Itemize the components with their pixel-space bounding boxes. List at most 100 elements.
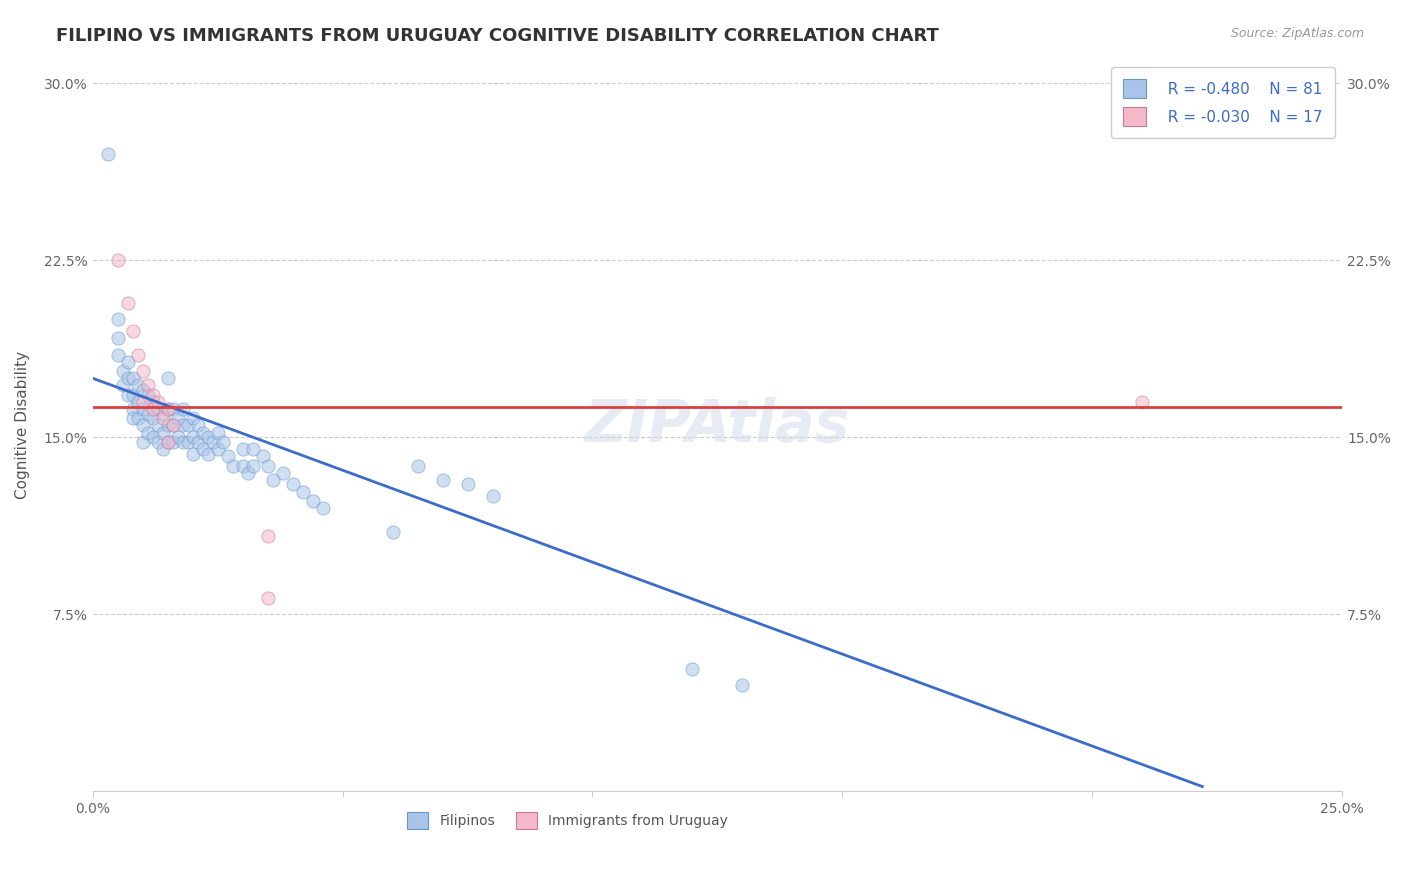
Text: FILIPINO VS IMMIGRANTS FROM URUGUAY COGNITIVE DISABILITY CORRELATION CHART: FILIPINO VS IMMIGRANTS FROM URUGUAY COGN… [56, 27, 939, 45]
Point [162, 418, 184, 433]
Point [146, 401, 169, 416]
Point [207, 442, 229, 456]
Point [176, 434, 198, 449]
Point [191, 442, 214, 456]
Point [156, 401, 179, 416]
Point [156, 434, 179, 449]
Point [256, 529, 278, 543]
Point [681, 661, 703, 675]
Point [281, 477, 304, 491]
Legend: Filipinos, Immigrants from Uruguay: Filipinos, Immigrants from Uruguay [401, 805, 734, 836]
Point [181, 447, 204, 461]
Point [142, 394, 165, 409]
Point [142, 388, 165, 402]
Point [127, 394, 149, 409]
Point [131, 364, 153, 378]
Point [97, 147, 120, 161]
Point [242, 458, 264, 473]
Point [131, 394, 153, 409]
Point [176, 418, 198, 433]
Point [162, 401, 184, 416]
Point [256, 458, 278, 473]
Point [121, 324, 143, 338]
Point [142, 401, 165, 416]
Point [131, 383, 153, 397]
Point [117, 371, 139, 385]
Point [262, 473, 284, 487]
Point [166, 430, 188, 444]
Point [127, 411, 149, 425]
Point [197, 430, 219, 444]
Point [156, 434, 179, 449]
Point [136, 425, 159, 440]
Text: Source: ZipAtlas.com: Source: ZipAtlas.com [1230, 27, 1364, 40]
Point [162, 434, 184, 449]
Point [211, 434, 233, 449]
Point [146, 434, 169, 449]
Point [207, 425, 229, 440]
Point [457, 477, 479, 491]
Point [232, 458, 254, 473]
Point [731, 678, 754, 692]
Point [107, 348, 129, 362]
Point [156, 401, 179, 416]
Point [166, 411, 188, 425]
Point [406, 458, 429, 473]
Point [172, 434, 194, 449]
Y-axis label: Cognitive Disability: Cognitive Disability [15, 351, 30, 500]
Point [136, 378, 159, 392]
Point [172, 401, 194, 416]
Point [111, 378, 134, 392]
Point [152, 407, 174, 421]
Point [131, 401, 153, 416]
Point [217, 449, 239, 463]
Text: ZIPAtlas: ZIPAtlas [585, 397, 851, 454]
Point [117, 295, 139, 310]
Point [232, 442, 254, 456]
Point [121, 388, 143, 402]
Point [111, 364, 134, 378]
Point [152, 442, 174, 456]
Point [136, 388, 159, 402]
Point [201, 434, 224, 449]
Point [1130, 394, 1153, 409]
Point [256, 591, 278, 605]
Point [152, 425, 174, 440]
Point [481, 489, 503, 503]
Point [131, 434, 153, 449]
Point [142, 411, 165, 425]
Point [136, 407, 159, 421]
Point [142, 430, 165, 444]
Point [127, 348, 149, 362]
Point [242, 442, 264, 456]
Point [187, 434, 209, 449]
Point [117, 388, 139, 402]
Point [197, 447, 219, 461]
Point [117, 355, 139, 369]
Point [252, 449, 274, 463]
Point [156, 418, 179, 433]
Point [181, 430, 204, 444]
Point [107, 331, 129, 345]
Point [221, 458, 243, 473]
Point [152, 411, 174, 425]
Point [301, 494, 323, 508]
Point [156, 371, 179, 385]
Point [191, 425, 214, 440]
Point [162, 418, 184, 433]
Point [107, 253, 129, 268]
Point [127, 378, 149, 392]
Point [107, 312, 129, 326]
Point [146, 418, 169, 433]
Point [311, 501, 333, 516]
Point [121, 411, 143, 425]
Point [146, 394, 169, 409]
Point [271, 466, 294, 480]
Point [432, 473, 454, 487]
Point [291, 484, 314, 499]
Point [121, 401, 143, 416]
Point [181, 411, 204, 425]
Point [236, 466, 259, 480]
Point [381, 524, 404, 539]
Point [121, 371, 143, 385]
